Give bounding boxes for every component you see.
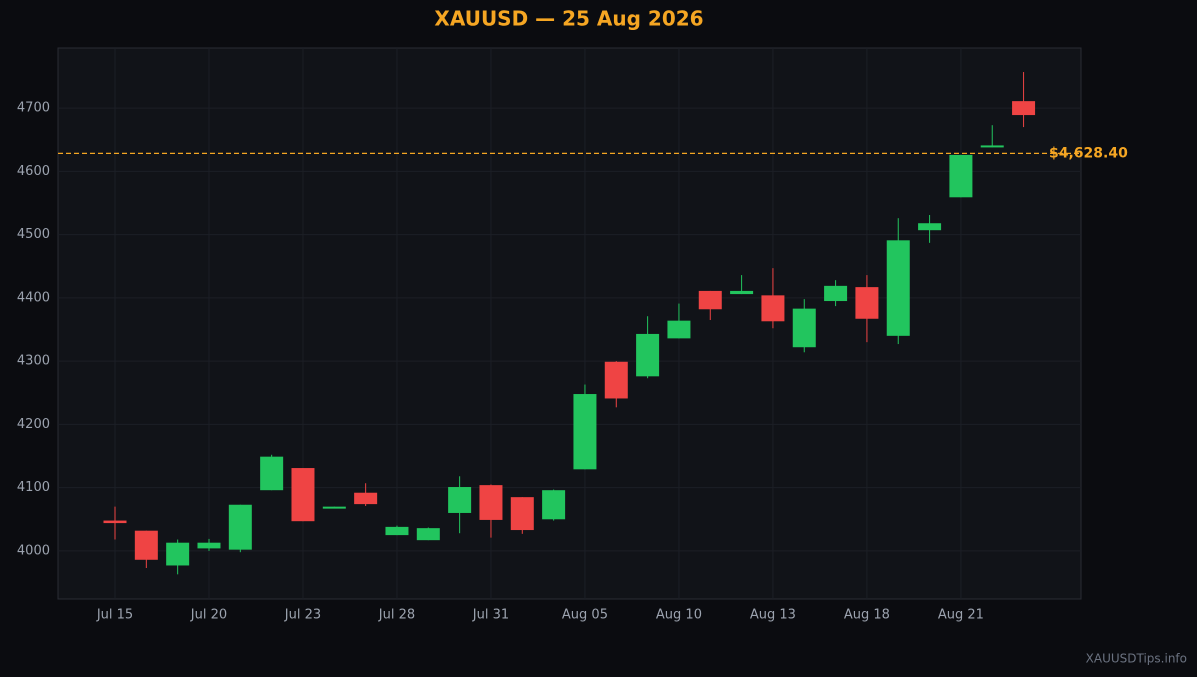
- x-tick-label: Aug 13: [750, 608, 796, 623]
- candle-body: [1012, 101, 1036, 116]
- y-tick-label: 4200: [17, 417, 50, 432]
- x-tick-label: Aug 18: [844, 608, 890, 623]
- candle-body: [260, 456, 284, 491]
- x-tick-label: Jul 15: [96, 608, 133, 623]
- candle-body: [792, 308, 816, 348]
- candle-body: [980, 145, 1004, 148]
- y-tick-label: 4300: [17, 354, 50, 369]
- y-tick-label: 4700: [17, 101, 50, 116]
- candle-body: [228, 504, 252, 550]
- y-tick-label: 4500: [17, 227, 50, 242]
- candle-body: [510, 497, 534, 531]
- candle-body: [197, 542, 221, 549]
- candle-body: [761, 295, 785, 322]
- candle-body: [667, 320, 691, 339]
- candle-body: [416, 528, 440, 541]
- x-tick-label: Jul 28: [378, 608, 415, 623]
- watermark: XAUUSDTips.info: [1086, 652, 1187, 666]
- x-tick-label: Aug 21: [938, 608, 984, 623]
- candle-body: [134, 530, 158, 560]
- x-tick-label: Aug 10: [656, 608, 702, 623]
- candle-body: [855, 287, 879, 319]
- candle-body: [949, 154, 973, 198]
- candle-body: [166, 542, 190, 566]
- y-tick-label: 4100: [17, 480, 50, 495]
- candle-body: [824, 285, 848, 302]
- candle-body: [103, 520, 127, 524]
- reference-label: $4,628.40: [1049, 145, 1128, 161]
- candle-body: [479, 485, 503, 520]
- candle-body: [698, 290, 722, 310]
- y-tick-label: 4400: [17, 290, 50, 305]
- candle-body: [730, 290, 754, 295]
- candle-body: [886, 240, 910, 336]
- candle-body: [448, 487, 472, 513]
- candle-body: [542, 490, 566, 520]
- candle-body: [385, 526, 409, 536]
- chart-title: XAUUSD — 25 Aug 2026: [434, 7, 703, 31]
- x-tick-label: Jul 31: [472, 608, 509, 623]
- candle-body: [636, 333, 660, 377]
- candle-body: [354, 492, 378, 505]
- candle-body: [604, 361, 628, 399]
- candle-body: [322, 506, 346, 509]
- x-tick-label: Aug 05: [562, 608, 608, 623]
- candle-body: [291, 468, 315, 522]
- x-tick-label: Jul 23: [284, 608, 321, 623]
- x-tick-label: Jul 20: [190, 608, 227, 623]
- candle-body: [918, 223, 942, 231]
- y-tick-label: 4600: [17, 164, 50, 179]
- plot-area: [57, 47, 1082, 600]
- candle-body: [573, 394, 597, 470]
- y-tick-label: 4000: [17, 543, 50, 558]
